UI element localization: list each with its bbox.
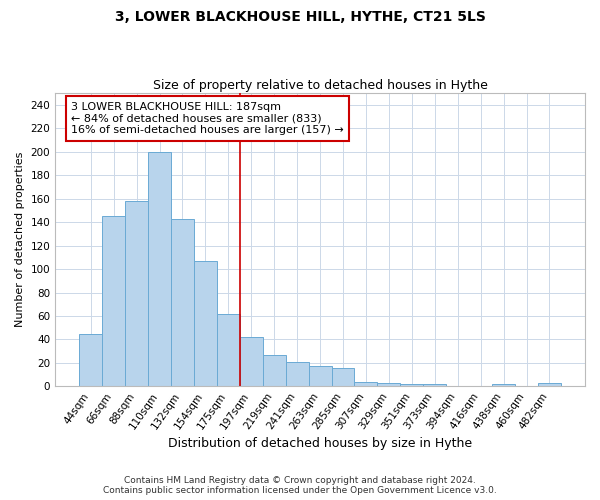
Bar	[332, 368, 355, 386]
Bar	[538, 383, 561, 386]
Y-axis label: Number of detached properties: Number of detached properties	[15, 152, 25, 328]
Bar	[102, 216, 125, 386]
X-axis label: Distribution of detached houses by size in Hythe: Distribution of detached houses by size …	[168, 437, 472, 450]
Bar	[308, 366, 332, 386]
Bar	[125, 201, 148, 386]
Bar	[79, 334, 102, 386]
Text: Contains HM Land Registry data © Crown copyright and database right 2024.
Contai: Contains HM Land Registry data © Crown c…	[103, 476, 497, 495]
Bar	[194, 261, 217, 386]
Bar	[423, 384, 446, 386]
Bar	[240, 337, 263, 386]
Bar	[148, 152, 171, 386]
Bar	[355, 382, 377, 386]
Bar	[171, 218, 194, 386]
Bar	[492, 384, 515, 386]
Bar	[286, 362, 308, 386]
Bar	[217, 314, 240, 386]
Bar	[377, 383, 400, 386]
Bar	[400, 384, 423, 386]
Text: 3 LOWER BLACKHOUSE HILL: 187sqm
← 84% of detached houses are smaller (833)
16% o: 3 LOWER BLACKHOUSE HILL: 187sqm ← 84% of…	[71, 102, 344, 135]
Title: Size of property relative to detached houses in Hythe: Size of property relative to detached ho…	[152, 79, 488, 92]
Bar	[263, 354, 286, 386]
Text: 3, LOWER BLACKHOUSE HILL, HYTHE, CT21 5LS: 3, LOWER BLACKHOUSE HILL, HYTHE, CT21 5L…	[115, 10, 485, 24]
